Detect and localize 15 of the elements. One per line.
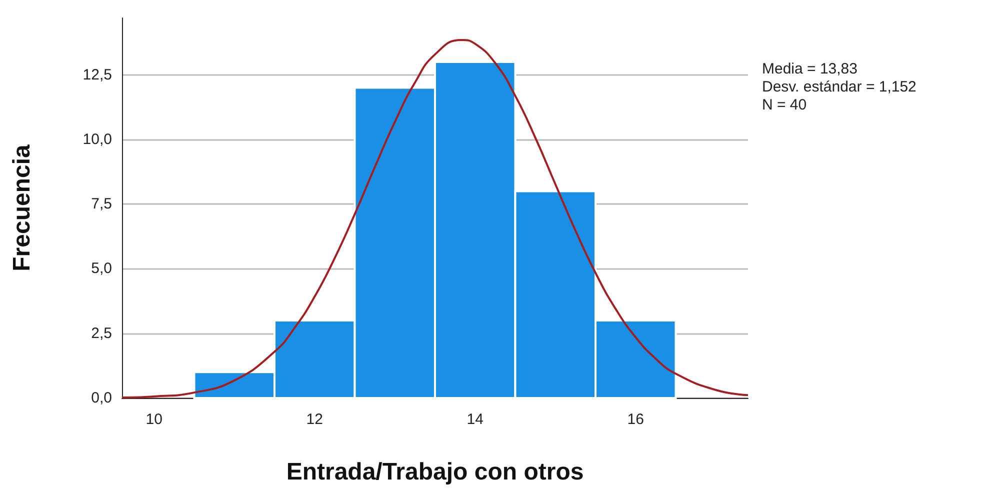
x-tick-label: 14 [466, 411, 484, 428]
y-tick-label: 12,5 [82, 66, 112, 84]
x-tick-label: 16 [627, 411, 644, 428]
x-axis-title: Entrada/Trabajo con otros [286, 458, 584, 486]
y-tick-label: 5,0 [91, 260, 112, 278]
y-axis-title: Frecuencia [8, 144, 36, 272]
y-tick-label: 0,0 [91, 390, 112, 406]
x-tick-label: 10 [146, 411, 162, 428]
text: Desv. estándar = 1,152 [762, 78, 916, 96]
text: Media = 13,83 [762, 60, 858, 78]
y-tick-label: 2,5 [91, 324, 112, 342]
x-tick-label: 12 [306, 411, 323, 428]
text: N = 40 [762, 96, 807, 114]
y-tick-label: 10,0 [82, 130, 112, 148]
y-tick-label: 7,5 [91, 196, 112, 213]
